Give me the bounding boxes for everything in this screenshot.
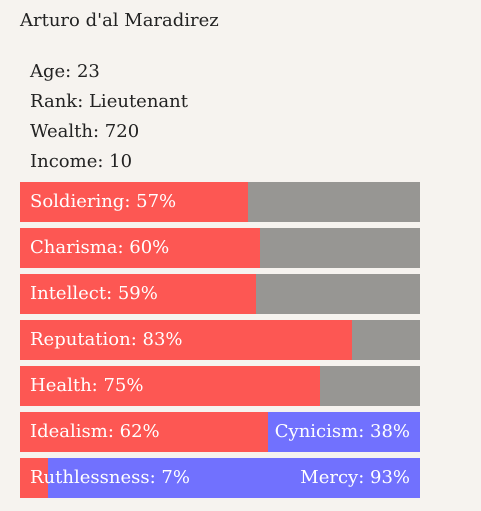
health-bar-fill (20, 366, 320, 406)
reputation-bar-fill (20, 320, 352, 360)
ruthlessness-mercy-bar: Ruthlessness: 7% Mercy: 93% (20, 458, 420, 498)
idealism-label: Idealism: 62% (30, 421, 160, 442)
stat-wealth: Wealth: 720 (30, 121, 140, 142)
stat-age: Age: 23 (30, 61, 100, 82)
reputation-label: Reputation: 83% (30, 329, 183, 350)
stats-list: Age: 23 Rank: Lieutenant Wealth: 720 Inc… (30, 60, 188, 180)
charisma-bar: Charisma: 60% (20, 228, 420, 268)
soldiering-label: Soldiering: 57% (30, 191, 177, 212)
character-name: Arturo d'al Maradirez (20, 10, 219, 31)
intellect-bar: Intellect: 59% (20, 274, 420, 314)
intellect-label: Intellect: 59% (30, 283, 158, 304)
soldiering-bar: Soldiering: 57% (20, 182, 420, 222)
reputation-bar: Reputation: 83% (20, 320, 420, 360)
attribute-bars: Soldiering: 57% Charisma: 60% Intellect:… (20, 182, 420, 504)
ruthlessness-label: Ruthlessness: 7% (30, 467, 190, 488)
soldiering-bar-fill (20, 182, 248, 222)
stat-income: Income: 10 (30, 151, 133, 172)
charisma-bar-fill (20, 228, 260, 268)
health-bar: Health: 75% (20, 366, 420, 406)
health-label: Health: 75% (30, 375, 144, 396)
idealism-bar-fill (20, 412, 268, 452)
cynicism-label: Cynicism: 38% (274, 421, 410, 442)
intellect-bar-fill (20, 274, 256, 314)
idealism-cynicism-bar: Idealism: 62% Cynicism: 38% (20, 412, 420, 452)
charisma-label: Charisma: 60% (30, 237, 170, 258)
mercy-label: Mercy: 93% (300, 467, 410, 488)
stat-rank: Rank: Lieutenant (30, 91, 188, 112)
ruthlessness-bar-fill (20, 458, 48, 498)
